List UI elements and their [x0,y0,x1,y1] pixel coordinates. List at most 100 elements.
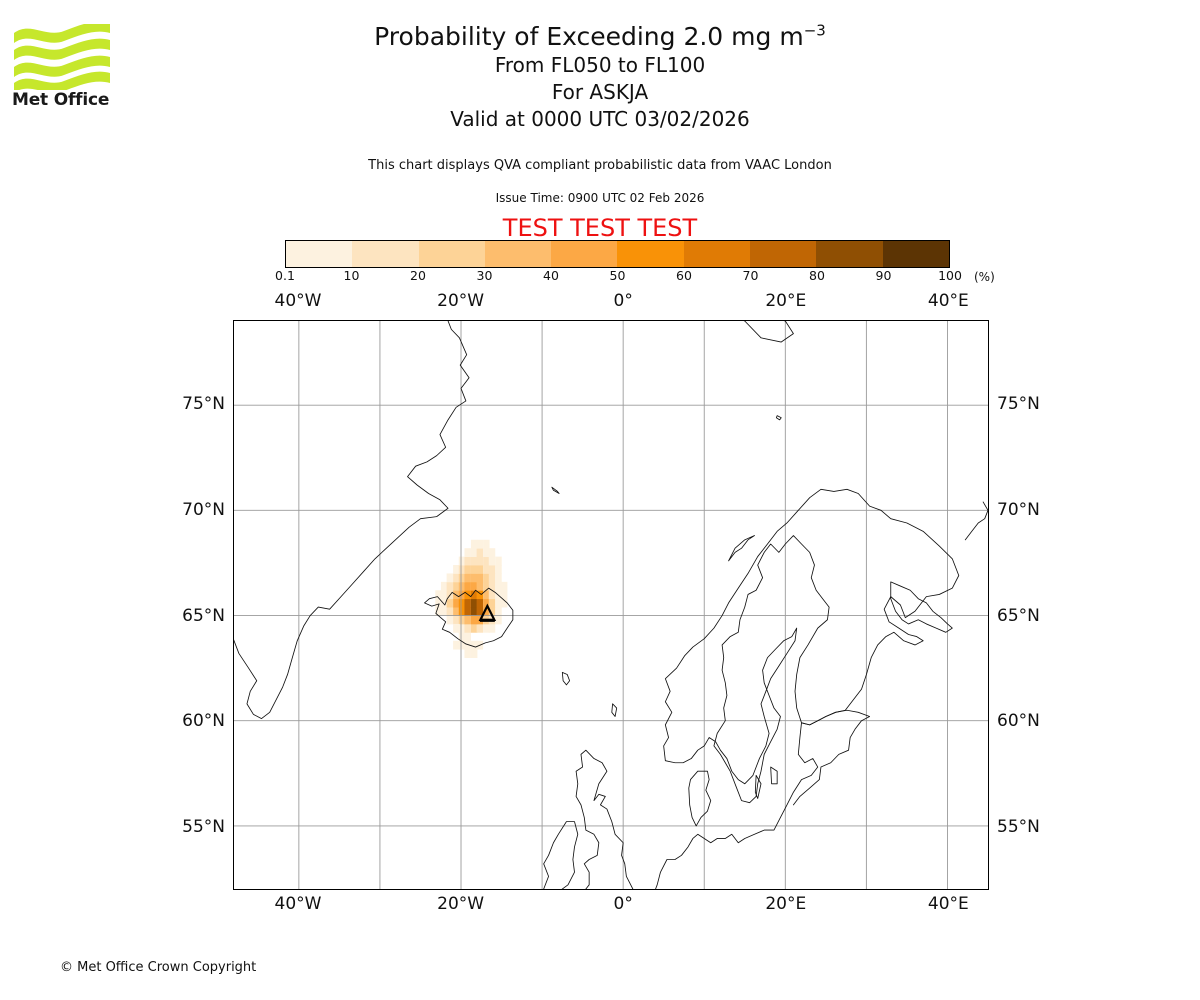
coastline-lofoten [728,535,755,562]
plume-cell [483,581,490,591]
lat-label-left-55°N: 55°N [182,816,225,837]
plume-cell [495,598,502,608]
plume-cell [446,607,454,616]
plume-cell [476,598,484,608]
colorbar-tick-20: 20 [410,268,426,283]
colorbar-tick-30: 30 [476,268,493,283]
lon-label-bottom-20°E: 20°E [765,894,807,914]
plume-cell [470,640,478,650]
colorbar-segment-2 [418,241,485,267]
lon-label-top-20°E: 20°E [765,291,807,311]
lon-label-top-0°: 0° [613,291,633,311]
plume-cell [488,573,496,583]
plume-cell [464,598,471,608]
plume-cell [483,565,490,574]
plume-cell [470,590,478,600]
colorbar-tick-50: 50 [609,268,626,283]
met-office-logo [12,24,112,116]
colorbar-gradient [285,240,950,268]
plume-cell [488,623,496,633]
plume-cell [458,632,466,642]
plume-cell [476,556,484,566]
plume-cell [440,607,448,616]
plume-cell [483,556,490,566]
plume-cell [458,615,466,625]
colorbar-segment-6 [683,241,751,267]
colorbar-segment-0 [286,241,353,267]
issue-time: Issue Time: 0900 UTC 02 Feb 2026 [495,191,705,205]
lon-label-bottom-0°: 0° [613,894,633,914]
plume-cell [464,607,471,616]
plume-cell [495,615,502,625]
plume-cell [476,539,484,549]
title-flight-levels: From FL050 to FL100 [494,53,706,77]
plume-cell [470,615,478,625]
plume-cell [435,590,442,600]
colorbar-tick-90: 90 [875,268,892,283]
colorbar-tick-60: 60 [676,268,692,283]
coastline-shetland [611,703,618,717]
logo-wave-band-3 [14,55,110,77]
colorbar-segment-9 [882,241,949,267]
lat-label-right-75°N: 75°N [997,394,1040,415]
plume-cell [446,573,454,583]
colorbar-segment-4 [551,241,618,267]
colorbar-segment-5 [617,241,684,267]
met-office-logo-text: Met Office [12,90,110,110]
plume-cell [483,623,490,633]
plume-cell [453,607,460,616]
coastline-greenland-east [234,321,470,720]
lon-label-top-20°W: 20°W [437,291,485,311]
plume-cell [435,607,442,616]
test-banner: TEST TEST TEST [502,214,698,242]
plume-cell [476,581,484,591]
lat-label-right-70°N: 70°N [997,500,1040,520]
colorbar-tick-80: 80 [809,268,825,283]
colorbar-tick-0.1: 0.1 [275,268,295,283]
plume-cell [446,598,454,608]
plume-cell [453,573,460,583]
lon-label-top-40°E: 40°E [927,291,969,311]
plume-cell [458,623,466,633]
plume-cell [488,590,496,600]
plume-cell [483,539,490,549]
plume-cell [483,548,490,558]
graticule-layer [234,321,988,889]
plume-cell [453,615,460,625]
plume-cell [470,607,478,616]
plume-cell [470,581,478,591]
lat-label-left-75°N: 75°N [182,394,225,415]
coastline-layer [234,321,988,889]
logo-wave-band-1 [14,24,110,43]
plume-cell [476,573,484,583]
plume-cell [464,640,471,650]
plume-cell [488,607,496,616]
plume-cell [470,573,478,583]
lon-label-bottom-40°W: 40°W [274,894,322,914]
plume-cell [440,590,448,600]
plume-cell [470,565,478,574]
qva-note: This chart displays QVA compliant probab… [368,158,832,173]
lat-label-left-60°N: 60°N [182,711,225,732]
plume-cell [476,565,484,574]
logo-wave-band-4 [14,71,110,90]
plume-cell [464,573,471,583]
plume-cell [476,623,484,633]
map-plot-area[interactable] [233,320,989,890]
colorbar-segment-1 [352,241,419,267]
colorbar-unit: (%) [974,270,995,284]
plume-cell [458,556,466,566]
plume-cell [440,581,448,591]
volcano-marker-base [479,618,495,622]
coastline-norway-sweden-finland [663,488,960,804]
coastline-baltics-poland-germany [655,709,871,889]
plume-cell [464,615,471,625]
plume-cell [500,581,508,591]
lon-label-bottom-40°E: 40°E [927,894,969,914]
plume-cell [464,556,471,566]
copyright-notice: © Met Office Crown Copyright [60,960,257,975]
lat-label-left-70°N: 70°N [182,500,225,520]
plume-cell [470,548,478,558]
plume-cell [488,565,496,574]
plume-cell [483,607,490,616]
